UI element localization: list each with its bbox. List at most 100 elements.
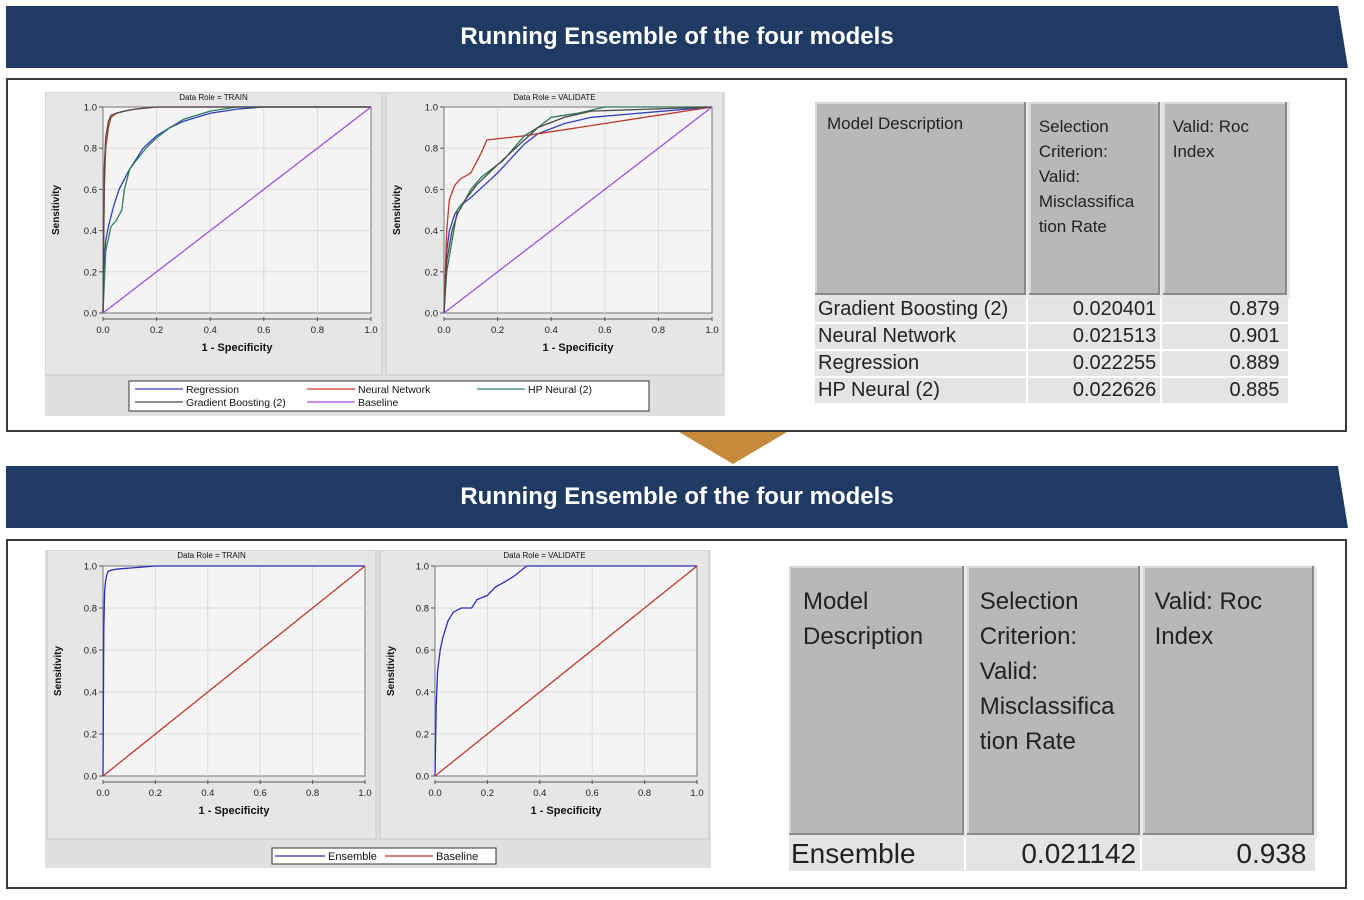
y-tick-label: 0.0 — [84, 772, 97, 783]
series-line-baseline — [434, 565, 698, 777]
cell-misclassification: 0.022626 — [1027, 377, 1163, 405]
cell-model: Regression — [815, 350, 1029, 378]
cell-roc: 0.889 — [1161, 350, 1290, 378]
series-line-gradient-boosting-2 — [443, 106, 713, 314]
cell-roc: 0.885 — [1161, 377, 1290, 405]
series-line-neural-network — [443, 106, 713, 314]
y-tick-label: 0.4 — [84, 226, 97, 237]
x-tick-label: 0.0 — [96, 325, 109, 336]
banner-bottom: Running Ensemble of the four models — [6, 466, 1348, 528]
y-tick-label: 0.6 — [416, 646, 429, 657]
legend-label: Baseline — [436, 851, 478, 863]
legend-label: Gradient Boosting (2) — [186, 397, 286, 409]
top-results-table: Model Description Selection Criterion: V… — [815, 102, 1291, 405]
col-header-model-description: Model Description — [815, 102, 1029, 298]
y-tick-label: 1.0 — [84, 103, 97, 114]
legend-box — [271, 847, 497, 865]
x-tick-label: 0.6 — [586, 788, 599, 799]
x-tick-label: 0.4 — [545, 325, 558, 336]
x-axis-label: 1 - Specificity — [202, 342, 274, 354]
cell-roc: 0.938 — [1141, 836, 1317, 873]
x-tick-label: 0.8 — [638, 788, 651, 799]
header-line: Index — [1154, 623, 1214, 650]
legend-label: Regression — [186, 384, 239, 396]
x-tick-label: 0.2 — [149, 788, 162, 799]
header-line: Model — [803, 588, 869, 615]
series-line-baseline — [443, 106, 713, 314]
table-row: Gradient Boosting (2) 0.020401 0.879 — [815, 296, 1290, 324]
y-tick-label: 0.0 — [84, 309, 97, 320]
cell-model: Ensemble — [789, 836, 967, 873]
table-row: Neural Network 0.021513 0.901 — [815, 323, 1290, 351]
y-tick-label: 0.4 — [425, 226, 438, 237]
cell-misclassification: 0.021513 — [1027, 323, 1163, 351]
cell-model: HP Neural (2) — [815, 377, 1029, 405]
x-tick-label: 1.0 — [358, 788, 371, 799]
banner-top: Running Ensemble of the four models — [6, 6, 1348, 68]
legend-label: Neural Network — [358, 384, 431, 396]
cell-misclassification: 0.021142 — [965, 836, 1143, 873]
y-tick-label: 0.8 — [84, 144, 97, 155]
table-row: Regression 0.022255 0.889 — [815, 350, 1290, 378]
x-tick-label: 0.4 — [204, 325, 217, 336]
series-line-hp-neural-2 — [102, 106, 371, 314]
x-axis-label: 1 - Specificity — [543, 342, 615, 354]
cell-roc: 0.879 — [1161, 296, 1290, 324]
header-line: Selection — [1038, 117, 1109, 136]
cell-misclassification: 0.022255 — [1027, 350, 1163, 378]
header-line: Valid: — [1038, 167, 1081, 186]
y-tick-label: 1.0 — [425, 103, 438, 114]
y-tick-label: 0.6 — [84, 185, 97, 196]
x-tick-label: 0.0 — [428, 788, 441, 799]
bottom-results-table: Model Description Selection Criterion: V… — [789, 566, 1318, 873]
col-header-roc-index: Valid: Roc Index — [1161, 102, 1291, 298]
x-tick-label: 0.4 — [201, 788, 214, 799]
cell-roc: 0.901 — [1161, 323, 1290, 351]
col-header-roc-index: Valid: Roc Index — [1141, 566, 1318, 838]
series-line-regression — [102, 106, 371, 314]
series-line-baseline — [102, 106, 372, 314]
x-tick-label: 0.8 — [652, 325, 665, 336]
x-tick-label: 0.6 — [257, 325, 270, 336]
series-line-ensemble — [102, 565, 365, 777]
col-header-model-description: Model Description — [789, 566, 967, 838]
header-line: tion Rate — [979, 728, 1076, 755]
y-tick-label: 0.8 — [425, 144, 438, 155]
x-tick-label: 0.2 — [481, 788, 494, 799]
header-text: Model Description — [827, 114, 964, 133]
header-line: tion Rate — [1038, 217, 1107, 236]
plot-title: Data Role = TRAIN — [179, 93, 248, 102]
series-line-ensemble — [434, 565, 697, 777]
y-axis-label: Sensitivity — [386, 646, 397, 696]
x-axis-label: 1 - Specificity — [199, 805, 271, 817]
x-tick-label: 0.0 — [96, 788, 109, 799]
y-axis-label: Sensitivity — [53, 646, 64, 696]
table-row: Ensemble 0.021142 0.938 — [789, 836, 1317, 873]
banner-bottom-title: Running Ensemble of the four models — [460, 483, 894, 510]
y-tick-label: 0.0 — [416, 772, 429, 783]
banner-top-title: Running Ensemble of the four models — [460, 23, 894, 50]
y-axis-label: Sensitivity — [51, 185, 62, 235]
x-tick-label: 0.2 — [150, 325, 163, 336]
cell-model: Neural Network — [815, 323, 1029, 351]
header-line: Criterion: — [1038, 142, 1108, 161]
y-tick-label: 0.2 — [416, 730, 429, 741]
y-tick-label: 1.0 — [416, 562, 429, 573]
x-tick-label: 0.0 — [437, 325, 450, 336]
legend: Regression Neural Network HP Neural (2) Gra… — [128, 380, 650, 412]
header-line: Valid: Roc — [1154, 588, 1263, 615]
cell-misclassification: 0.020401 — [1027, 296, 1163, 324]
col-header-selection-criterion: Selection Criterion: Valid: Misclassific… — [965, 566, 1143, 838]
x-tick-label: 0.2 — [491, 325, 504, 336]
y-tick-label: 0.6 — [84, 646, 97, 657]
header-line: Valid: — [979, 658, 1038, 685]
y-tick-label: 0.6 — [425, 185, 438, 196]
y-tick-label: 0.8 — [84, 604, 97, 615]
y-tick-label: 0.2 — [84, 730, 97, 741]
legend-label: Ensemble — [328, 851, 377, 863]
y-tick-label: 0.4 — [84, 688, 97, 699]
x-tick-label: 0.8 — [306, 788, 319, 799]
legend: Ensemble Baseline — [271, 847, 497, 865]
x-tick-label: 1.0 — [705, 325, 718, 336]
plot-title: Data Role = VALIDATE — [503, 551, 585, 560]
